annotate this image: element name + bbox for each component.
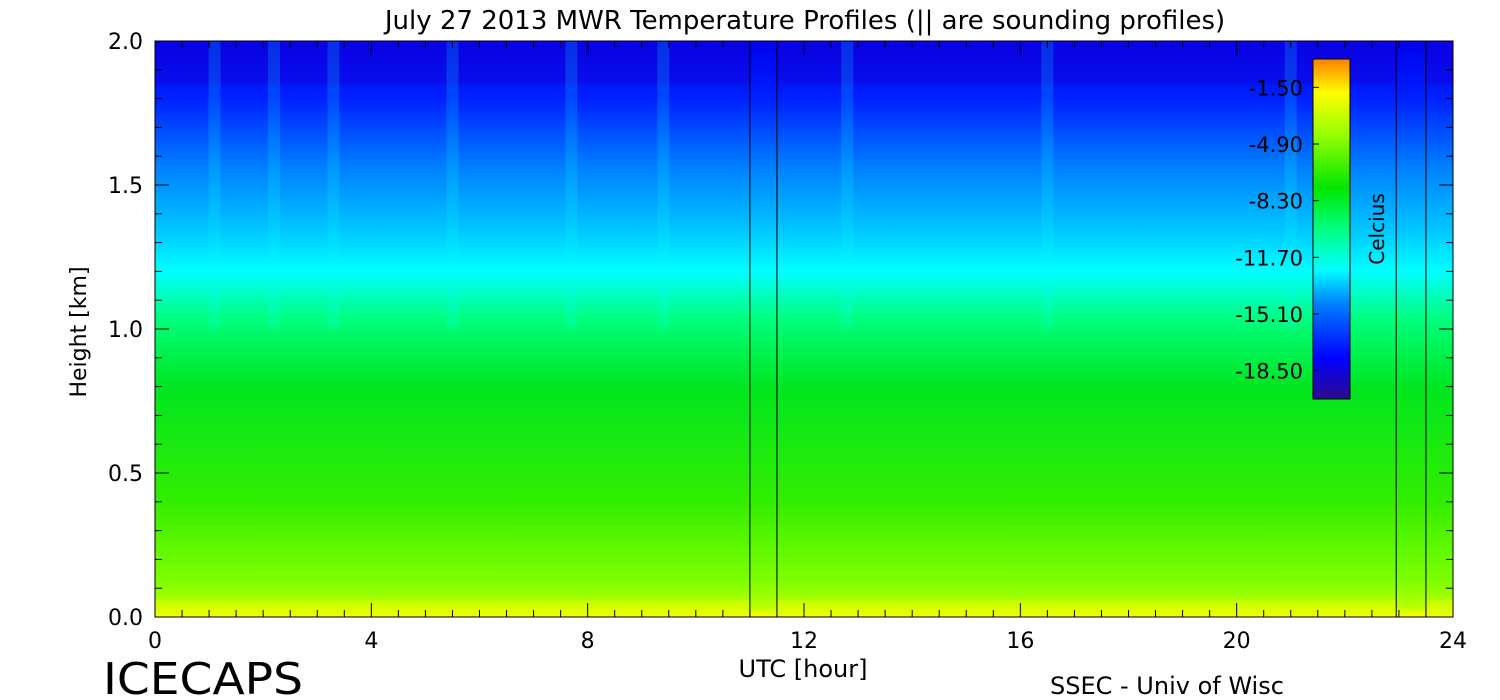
warm-plume — [1041, 41, 1054, 329]
colorbar-tick-labels: -1.50 -4.90 -8.30 -11.70 -15.10 -18.50 — [1235, 76, 1319, 384]
x-tick-label: 12 — [790, 629, 818, 654]
y-tick-label: 0.0 — [108, 606, 143, 631]
warm-plume — [267, 41, 280, 329]
temperature-field-features — [155, 41, 1453, 617]
x-tick-label: 20 — [1223, 629, 1251, 654]
colorbar: -1.50 -4.90 -8.30 -11.70 -15.10 -18.50 Celciu… — [1235, 58, 1389, 400]
colorbar-tick-label: -8.30 — [1249, 190, 1303, 214]
sounding-profile — [749, 40, 778, 618]
footer-logo-text: ICECAPS — [103, 654, 303, 700]
axis-ticks — [154, 40, 1454, 618]
warm-plume — [208, 41, 221, 329]
colorbar-tick-label: -18.50 — [1235, 360, 1303, 384]
warm-plume — [565, 41, 578, 329]
colorbar-label: Celcius — [1365, 193, 1389, 264]
warm-plume — [657, 41, 670, 329]
y-tick-label: 2.0 — [108, 30, 143, 55]
temperature-field — [155, 41, 1453, 617]
colorbar-tick-label: -1.50 — [1249, 76, 1303, 100]
sounding-profiles — [749, 40, 1427, 618]
x-tick-label: 0 — [148, 629, 162, 654]
x-tick-labels: 0 4 8 12 16 20 24 — [148, 629, 1467, 654]
sounding-profile — [1395, 40, 1427, 618]
colorbar-tick-label: -15.10 — [1235, 303, 1303, 327]
y-tick-label: 0.5 — [108, 462, 143, 487]
y-tick-label: 1.0 — [108, 318, 143, 343]
x-tick-label: 8 — [581, 629, 595, 654]
x-tick-label: 24 — [1439, 629, 1467, 654]
warm-plume — [446, 41, 459, 329]
x-tick-label: 16 — [1006, 629, 1034, 654]
chart-title: July 27 2013 MWR Temperature Profiles (|… — [383, 6, 1225, 36]
colorbar-tick-label: -11.70 — [1235, 246, 1303, 270]
plot-area — [154, 40, 1454, 618]
warm-plume — [327, 41, 340, 329]
colorbar-ramp — [1312, 58, 1351, 400]
warm-plume — [1284, 41, 1297, 329]
colorbar-tick-label: -4.90 — [1249, 133, 1303, 157]
y-tick-label: 1.5 — [108, 174, 143, 199]
x-axis-label: UTC [hour] — [739, 655, 868, 683]
x-tick-label: 4 — [364, 629, 378, 654]
y-axis-label: Height [km] — [67, 266, 92, 397]
warm-plume — [841, 41, 854, 329]
footer-credit: SSEC - Univ of Wisc — [1050, 672, 1284, 700]
y-tick-labels: 0.0 0.5 1.0 1.5 2.0 — [108, 30, 143, 631]
